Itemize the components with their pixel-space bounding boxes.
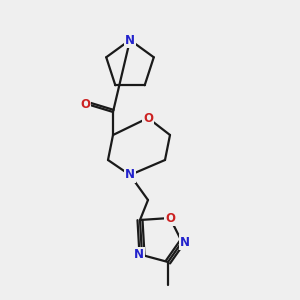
Text: N: N	[125, 169, 135, 182]
Text: O: O	[165, 212, 175, 224]
Text: O: O	[143, 112, 153, 124]
Text: N: N	[125, 34, 135, 46]
Text: O: O	[80, 98, 90, 112]
Text: N: N	[180, 236, 190, 248]
Text: N: N	[134, 248, 144, 262]
